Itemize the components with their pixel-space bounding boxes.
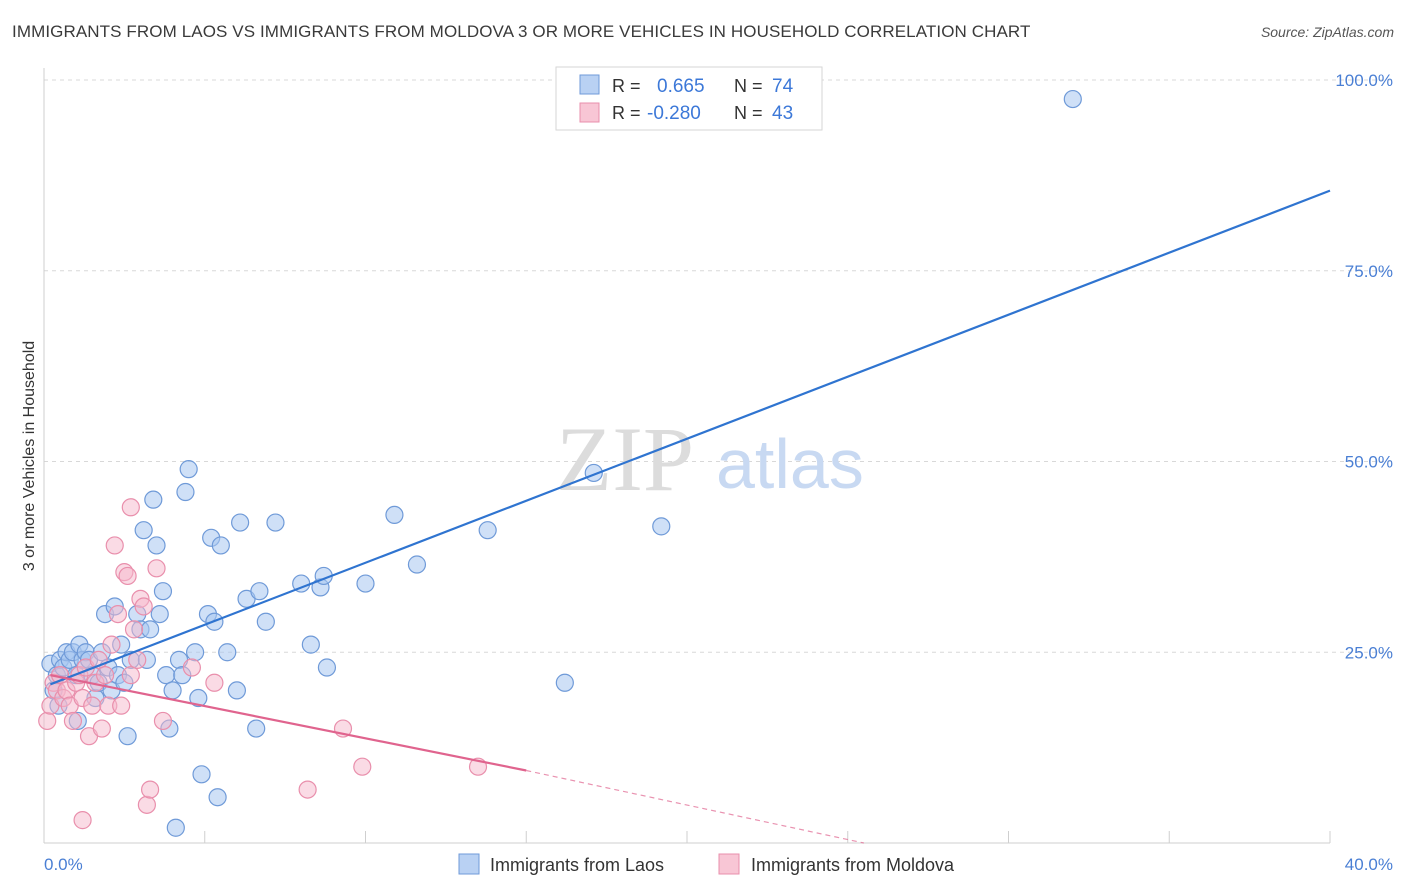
source-credit: Source: ZipAtlas.com [1260, 24, 1394, 40]
moldova-trendline [50, 674, 527, 772]
legend-laos-r-label: R = [612, 76, 641, 96]
laos-point [150, 604, 169, 624]
watermark: ZIP atlas [556, 408, 864, 510]
series-legend: Immigrants from Laos Immigrants from Mol… [458, 853, 955, 875]
chart-title: IMMIGRANTS FROM LAOS VS IMMIGRANTS FROM … [12, 22, 1031, 41]
laos-point [118, 727, 137, 746]
laos-point [218, 643, 237, 662]
moldova-point [353, 757, 372, 776]
laos-point [140, 620, 160, 639]
watermark-zip: ZIP [556, 408, 694, 510]
moldova-point [121, 666, 140, 685]
laos-point [266, 513, 285, 532]
legend-laos-n-value: 74 [772, 76, 794, 97]
moldova-point [105, 536, 124, 555]
moldova-point [153, 711, 173, 731]
watermark-atlas: atlas [716, 425, 864, 503]
laos-point [407, 555, 427, 574]
laos-point [144, 490, 163, 509]
laos-point [153, 582, 173, 601]
laos-point [147, 536, 166, 555]
laos-point [134, 521, 153, 540]
laos-point [652, 517, 671, 536]
y-axis-title: 3 or more Vehicles in Household [21, 341, 38, 571]
series-moldova-points [38, 498, 488, 830]
laos-point [385, 505, 404, 525]
moldova-point [124, 620, 144, 639]
laos-point [211, 536, 230, 555]
laos-point [317, 658, 337, 677]
moldova-point [121, 498, 140, 517]
laos-point [1063, 89, 1082, 109]
moldova-point [63, 711, 83, 731]
moldova-point [118, 566, 137, 586]
laos-point [192, 765, 211, 784]
laos-point [166, 818, 185, 837]
bottom-legend-swatch-moldova [718, 853, 740, 875]
moldova-point [38, 711, 57, 731]
laos-point [189, 688, 208, 708]
moldova-point [140, 780, 160, 799]
y-tick-labels: 25.0% 50.0% 75.0% 100.0% [1335, 71, 1393, 662]
y-tick-label: 100.0% [1335, 71, 1393, 90]
moldova-point [102, 635, 121, 654]
legend-moldova-r-value: -0.280 [647, 103, 701, 124]
stats-legend-box [555, 66, 823, 131]
grid-layer [44, 79, 1394, 653]
laos-point [356, 574, 375, 593]
laos-point [250, 582, 269, 601]
moldova-trendline-extension [526, 769, 864, 844]
laos-point [157, 666, 176, 685]
laos-point [247, 719, 266, 738]
moldova-point [83, 696, 102, 715]
moldova-point [134, 597, 153, 616]
x-tick-labels: 0.0% 40.0% [44, 855, 1393, 874]
laos-point [163, 681, 182, 700]
legend-laos-n-label: N = [734, 76, 763, 96]
legend-moldova-n-value: 43 [772, 103, 793, 124]
moldova-point [298, 780, 317, 799]
legend-swatch-moldova [579, 102, 600, 123]
moldova-point [147, 559, 166, 578]
legend-swatch-laos [579, 74, 600, 95]
laos-point [256, 612, 275, 631]
moldova-point [108, 604, 128, 624]
laos-point [555, 673, 574, 692]
x-tick-label: 40.0% [1345, 855, 1393, 874]
legend-laos-r-value: 0.665 [657, 76, 705, 97]
laos-point [179, 460, 198, 479]
laos-point [176, 482, 195, 502]
moldova-point [137, 795, 156, 814]
moldova-point [182, 658, 201, 677]
moldova-point [73, 811, 92, 830]
stats-legend: R = 0.665 N = 74 R = -0.280 N = 43 [555, 66, 823, 131]
laos-point [208, 788, 227, 807]
bottom-legend-swatch-laos [458, 853, 480, 875]
moldova-point [95, 666, 115, 685]
moldova-point [205, 673, 224, 692]
moldova-point [92, 719, 111, 738]
laos-point [186, 643, 205, 662]
legend-moldova-n-label: N = [734, 103, 763, 123]
laos-trendline [50, 189, 1331, 686]
x-tick-label: 0.0% [44, 855, 83, 874]
laos-point [231, 513, 250, 532]
moldova-point [112, 696, 131, 715]
y-tick-label: 25.0% [1345, 643, 1393, 662]
y-tick-label: 75.0% [1345, 262, 1393, 281]
laos-point [227, 681, 246, 700]
bottom-legend-laos: Immigrants from Laos [490, 855, 664, 875]
y-tick-label: 50.0% [1345, 453, 1393, 472]
trendlines-layer [50, 189, 1331, 844]
legend-moldova-r-label: R = [612, 103, 641, 123]
laos-point [478, 521, 497, 540]
laos-point [301, 635, 320, 654]
bottom-legend-moldova: Immigrants from Moldova [751, 855, 955, 875]
